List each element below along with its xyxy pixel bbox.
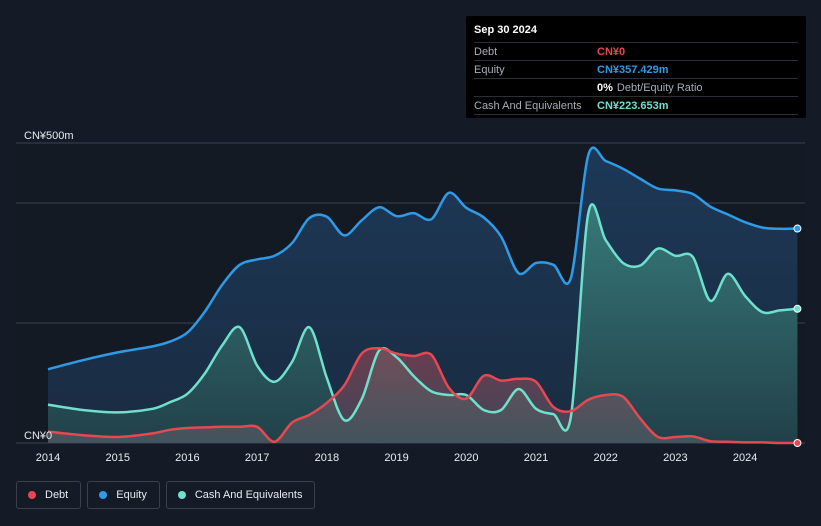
legend-label-equity: Equity	[116, 489, 147, 501]
tooltip-equity-value: CN¥357.429m	[597, 64, 669, 76]
tooltip-equity-label: Equity	[474, 64, 505, 76]
x-tick-label-2023: 2023	[663, 452, 687, 464]
tooltip-cash-label: Cash And Equivalents	[474, 100, 582, 112]
endpoint-equity	[793, 224, 802, 233]
x-tick-label-2021: 2021	[524, 452, 548, 464]
x-tick-label-2017: 2017	[245, 452, 269, 464]
tooltip-ratio-caption: Debt/Equity Ratio	[616, 82, 703, 94]
legend-label-cash: Cash And Equivalents	[194, 489, 303, 501]
x-tick-label-2014: 2014	[36, 452, 60, 464]
legend-item-cash[interactable]: Cash And Equivalents	[165, 481, 316, 509]
line-cash	[47, 203, 798, 432]
tooltip-panel: Sep 30 2024 Debt CN¥0 Equity CN¥357.429m…	[466, 16, 806, 118]
legend-item-debt[interactable]: Debt	[16, 481, 82, 509]
line-equity	[47, 146, 798, 371]
y-tick-label-500: CN¥500m	[24, 130, 74, 142]
legend-dot-debt-icon	[28, 491, 36, 499]
x-tick-label-2022: 2022	[593, 452, 617, 464]
tooltip-cash-value: CN¥223.653m	[597, 100, 669, 112]
endpoint-cash	[793, 304, 802, 313]
legend-dot-cash-icon	[177, 491, 186, 499]
tooltip-date: Sep 30 2024	[474, 24, 537, 36]
tooltip-row-equity: Equity CN¥357.429m	[474, 60, 798, 78]
legend-label-debt: Debt	[45, 489, 69, 501]
series-endpoints	[793, 224, 802, 447]
x-tick-label-2015: 2015	[105, 452, 129, 464]
legend-dot-equity-icon	[99, 491, 108, 499]
x-tick-label-2020: 2020	[454, 452, 478, 464]
tooltip-row-ratio: 0% Debt/Equity Ratio	[474, 78, 798, 96]
endpoint-debt	[793, 439, 802, 447]
series-areas	[48, 147, 798, 444]
tooltip-debt-value: CN¥0	[597, 46, 626, 58]
x-axis-tick-labels: 2014 2015 2016 2017 2018 2019 2020 2021 2022 2023…	[36, 452, 758, 464]
tooltip-debt-label: Debt	[474, 46, 498, 58]
x-tick-label-2024: 2024	[733, 452, 757, 464]
series-lines	[47, 146, 798, 445]
y-tick-label-0: CN¥0	[24, 430, 52, 442]
line-debt	[47, 346, 798, 445]
area-debt	[48, 348, 798, 444]
tooltip-row-debt: Debt CN¥0	[474, 42, 798, 60]
x-tick-label-2019: 2019	[384, 452, 408, 464]
area-cash	[48, 204, 798, 443]
tooltip-ratio-value: 0%	[597, 82, 613, 94]
legend: Debt Equity Cash And Equivalents	[16, 481, 316, 509]
legend-item-equity[interactable]: Equity	[87, 481, 160, 509]
x-tick-label-2016: 2016	[175, 452, 199, 464]
tooltip-row-cash: Cash And Equivalents CN¥223.653m	[474, 96, 798, 115]
x-tick-label-2018: 2018	[315, 452, 339, 464]
y-axis-tick-labels: CN¥500m CN¥0	[24, 130, 74, 442]
